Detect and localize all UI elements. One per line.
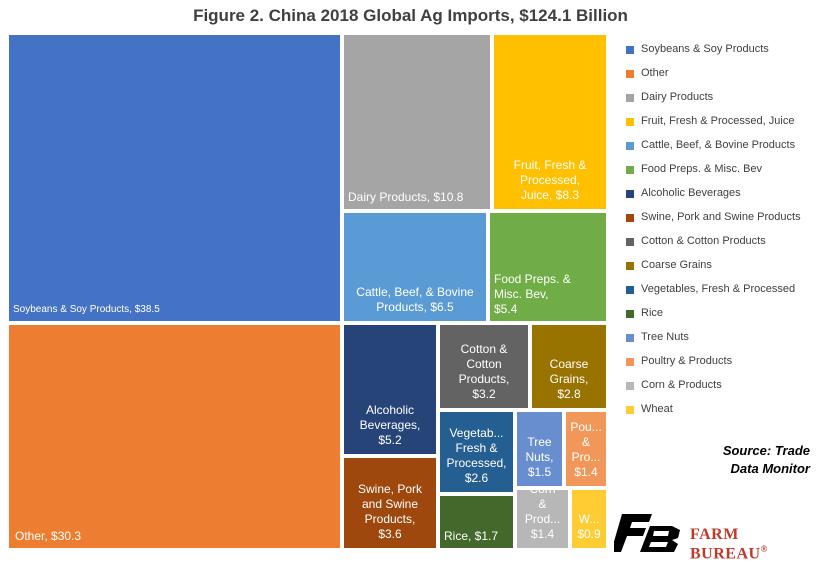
legend-item: Vegetables, Fresh & Processed (626, 282, 821, 298)
tile-label: Other, $30.3 (15, 529, 82, 543)
treemap-tile: Swine, Pork and Swine Products, $3.6 (342, 456, 438, 550)
logo-name: FARM BUREAU (690, 526, 761, 563)
legend-swatch (626, 406, 634, 414)
legend-item: Food Preps. & Misc. Bev (626, 162, 821, 178)
treemap-tile: Alcoholic Beverages, $5.2 (342, 323, 438, 456)
legend-label: Vegetables, Fresh & Processed (641, 283, 796, 295)
tile-label: Dairy Products, $10.8 (348, 190, 464, 204)
legend-item: Alcoholic Beverages (626, 186, 821, 202)
tile-label: Cattle, Beef, & Bovine Products, $6.5 (356, 285, 474, 314)
legend-label: Wheat (641, 403, 673, 415)
farm-bureau-logo-text: FARM BUREAU® (690, 526, 821, 563)
legend-label: Fruit, Fresh & Processed, Juice (641, 115, 795, 127)
legend-label: Soybeans & Soy Products (641, 43, 769, 55)
legend-swatch (626, 382, 634, 390)
tile-label: Corn & Prod... $1.4 (524, 488, 561, 541)
legend-label: Other (641, 67, 669, 79)
tile-label: Vegetab... Fresh & Processed, $2.6 (446, 426, 507, 485)
treemap-tile: Cotton & Cotton Products, $3.2 (438, 323, 530, 410)
legend-swatch (626, 286, 634, 294)
tile-label: Food Preps. & Misc. Bev, $5.4 (494, 272, 571, 316)
tile-label: Cotton & Cotton Products, $3.2 (458, 342, 510, 401)
legend-swatch (626, 214, 634, 222)
legend-item: Coarse Grains (626, 258, 821, 274)
legend-item: Dairy Products (626, 90, 821, 106)
legend-item: Fruit, Fresh & Processed, Juice (626, 114, 821, 130)
chart-title: Figure 2. China 2018 Global Ag Imports, … (193, 6, 628, 25)
legend-swatch (626, 94, 634, 102)
legend-item: Soybeans & Soy Products (626, 42, 821, 58)
legend-label: Poultry & Products (641, 355, 733, 367)
treemap-tile: W... $0.9 (570, 488, 608, 550)
treemap-tile: Coarse Grains, $2.8 (530, 323, 608, 410)
legend-item: Corn & Products (626, 378, 821, 394)
legend-label: Dairy Products (641, 91, 714, 103)
treemap-tile: Fruit, Fresh & Processed, Juice, $8.3 (492, 33, 608, 211)
treemap-tile: Soybeans & Soy Products, $38.5 (7, 33, 342, 323)
legend-swatch (626, 118, 634, 126)
tile-label: Fruit, Fresh & Processed, Juice, $8.3 (513, 158, 587, 202)
legend-swatch (626, 190, 634, 198)
legend-label: Alcoholic Beverages (641, 187, 741, 199)
tile-label: W... $0.9 (577, 512, 601, 541)
treemap-tile: Food Preps. & Misc. Bev, $5.4 (488, 211, 608, 323)
legend-item: Other (626, 66, 821, 82)
treemap-tile: Rice, $1.7 (438, 494, 515, 550)
treemap-tile: Dairy Products, $10.8 (342, 33, 492, 211)
legend-label: Cattle, Beef, & Bovine Products (641, 139, 796, 151)
treemap-tile: Cattle, Beef, & Bovine Products, $6.5 (342, 211, 488, 323)
source-note: Source: Trade Data Monitor (722, 443, 810, 476)
legend-swatch (626, 142, 634, 150)
logo-registered: ® (760, 544, 768, 554)
legend-swatch (626, 238, 634, 246)
legend-label: Tree Nuts (641, 331, 689, 343)
legend-item: Cotton & Cotton Products (626, 234, 821, 250)
tile-label: Rice, $1.7 (444, 529, 499, 543)
legend-item: Swine, Pork and Swine Products (626, 210, 821, 226)
legend-label: Cotton & Cotton Products (641, 235, 766, 247)
legend-item: Tree Nuts (626, 330, 821, 346)
legend-swatch (626, 70, 634, 78)
treemap-tile: Other, $30.3 (7, 323, 342, 550)
treemap-tile: Tree Nuts, $1.5 (515, 410, 564, 488)
legend-label: Rice (641, 307, 664, 319)
tile-label: Swine, Pork and Swine Products, $3.6 (357, 482, 423, 541)
legend-swatch (626, 46, 634, 54)
legend-swatch (626, 310, 634, 318)
farm-bureau-logo-mark (614, 514, 680, 552)
legend-label: Food Preps. & Misc. Bev (641, 163, 763, 175)
tile-label: Soybeans & Soy Products, $38.5 (13, 304, 160, 315)
legend-swatch (626, 334, 634, 342)
legend-swatch (626, 262, 634, 270)
treemap-tile: Corn & Prod... $1.4 (515, 488, 570, 550)
legend-item: Cattle, Beef, & Bovine Products (626, 138, 821, 154)
treemap-tile: Vegetab... Fresh & Processed, $2.6 (438, 410, 515, 494)
legend-swatch (626, 166, 634, 174)
legend-item: Poultry & Products (626, 354, 821, 370)
treemap-tile: Pou... & Pro... $1.4 (564, 410, 608, 488)
legend-label: Corn & Products (641, 379, 722, 391)
legend-label: Swine, Pork and Swine Products (641, 211, 801, 223)
legend-swatch (626, 358, 634, 366)
tile-label: Pou... & Pro... $1.4 (570, 420, 602, 479)
legend-item: Wheat (626, 402, 821, 418)
tile-label: Coarse Grains, $2.8 (549, 357, 589, 401)
tile-label: Alcoholic Beverages, $5.2 (359, 403, 421, 447)
legend-item: Rice (626, 306, 821, 322)
tile-label: Tree Nuts, $1.5 (525, 435, 554, 479)
legend-label: Coarse Grains (641, 259, 712, 271)
